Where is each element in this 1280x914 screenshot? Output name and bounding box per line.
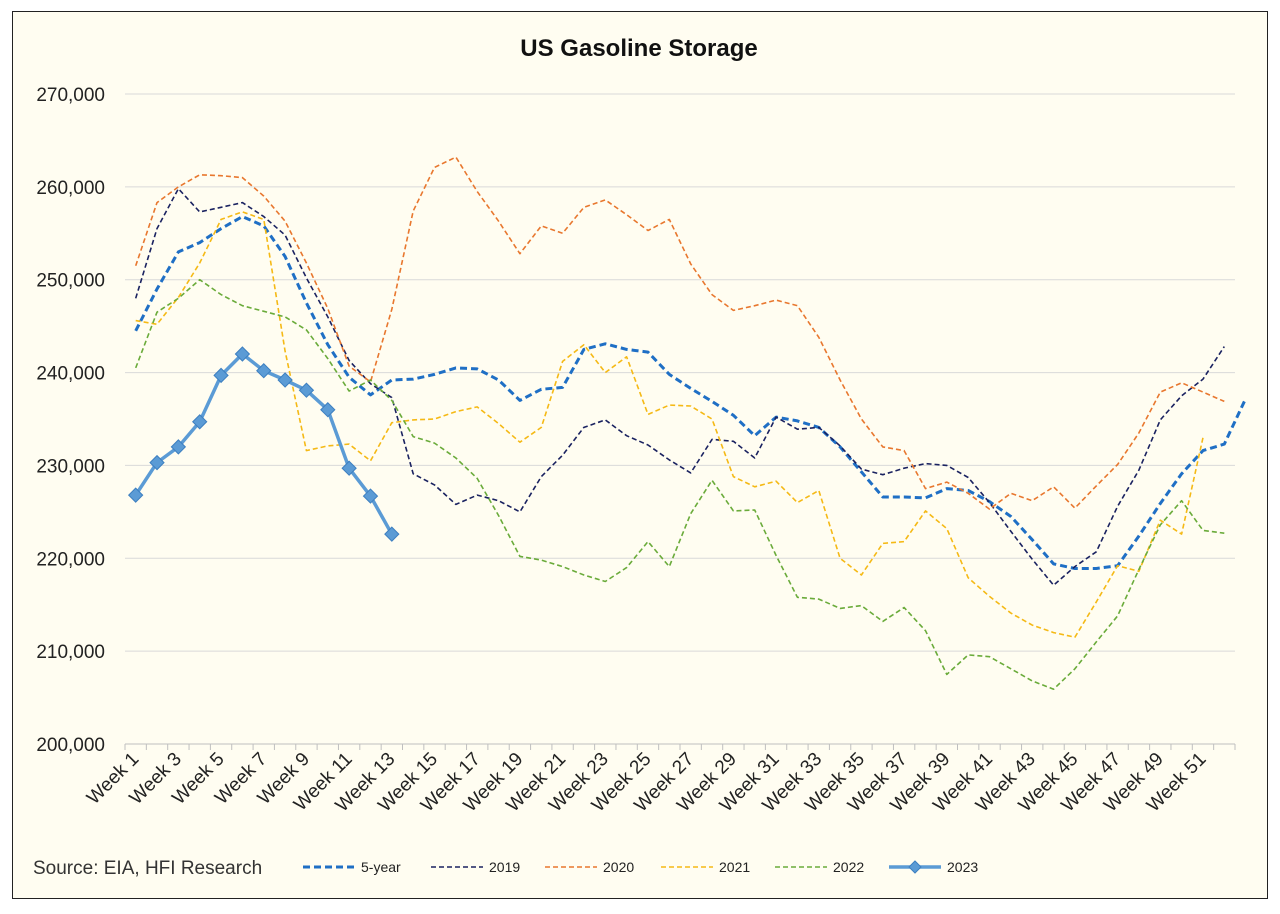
data-point-marker-2023: [298, 382, 315, 398]
series-line-2020: [134, 156, 1225, 510]
data-point-marker-2023: [234, 346, 251, 362]
legend-label-2019: 2019: [489, 859, 520, 875]
series-line-5-year: [134, 215, 1248, 570]
legend-label-5-year: 5-year: [361, 859, 401, 875]
data-point-marker-2023: [149, 454, 165, 471]
legend-marker-2023: [908, 860, 922, 874]
y-axis: 200,000 210,000 220,000 230,000 240,000 250,0…: [36, 85, 105, 756]
data-point-marker-2023: [384, 526, 400, 542]
legend: 5-year 2019 2020 2021 2022 2023: [303, 859, 978, 875]
chart-title: US Gasoline Storage: [520, 35, 757, 62]
chart-frame: US Gasoline Storage 200,000 210,000 220,00…: [12, 11, 1268, 899]
y-tick-label: 250,000: [36, 271, 105, 292]
source-note: Source: EIA, HFI Research: [33, 858, 262, 879]
legend-label-2021: 2021: [719, 859, 750, 875]
y-tick-label: 270,000: [36, 85, 105, 106]
legend-label-2023: 2023: [947, 859, 978, 875]
y-tick-label: 220,000: [36, 549, 105, 570]
y-tick-label: 230,000: [36, 456, 105, 477]
data-point-marker-2023: [127, 487, 144, 503]
data-point-marker-2023: [170, 439, 187, 455]
data-point-marker-2023: [277, 372, 293, 388]
series-line-2019: [134, 187, 1225, 587]
chart-svg: US Gasoline Storage 200,000 210,000 220,00…: [33, 35, 1248, 879]
legend-label-2020: 2020: [603, 859, 634, 875]
data-point-marker-2023: [213, 367, 229, 384]
series-line-2022: [134, 278, 1225, 691]
data-point-marker-2023: [320, 402, 336, 418]
data-point-marker-2023: [341, 460, 357, 476]
y-tick-label: 260,000: [36, 178, 105, 199]
data-point-marker-2023: [192, 414, 208, 430]
y-tick-label: 200,000: [36, 735, 105, 756]
data-point-marker-2023: [256, 363, 272, 379]
series-lines: [127, 156, 1248, 691]
data-point-marker-2023: [362, 488, 379, 504]
legend-label-2022: 2022: [833, 859, 864, 875]
y-tick-label: 210,000: [36, 642, 105, 663]
gridlines: [125, 93, 1235, 652]
series-line-2021: [135, 211, 1204, 639]
y-tick-label: 240,000: [36, 364, 105, 385]
